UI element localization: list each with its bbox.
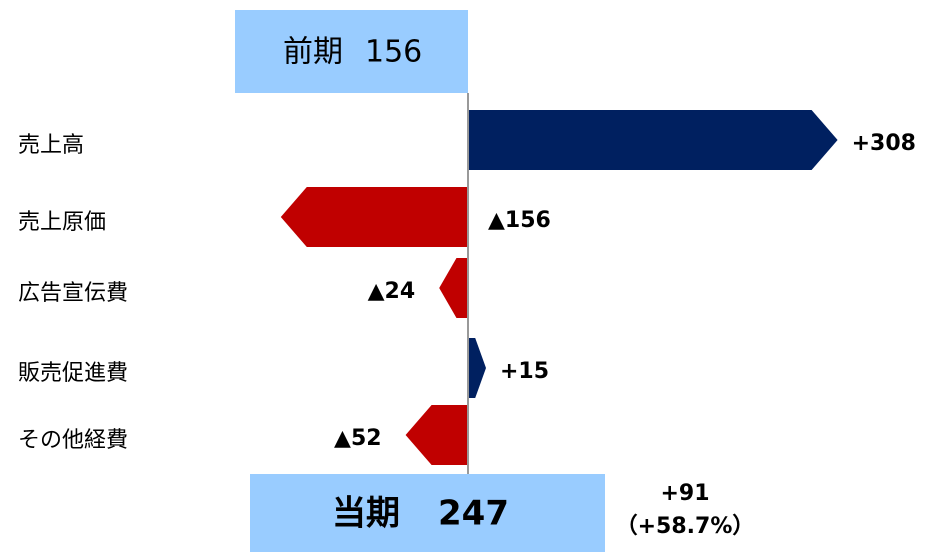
bar — [280, 187, 468, 247]
value-label: ▲156 — [488, 208, 551, 233]
category-label: その他経費 — [18, 428, 128, 453]
category-label: 広告宣伝費 — [18, 281, 128, 306]
category-label: 売上高 — [18, 133, 84, 158]
bar — [439, 258, 468, 318]
category-label: 売上原価 — [18, 210, 106, 235]
bar — [468, 110, 838, 170]
bar — [405, 405, 468, 465]
value-label: +308 — [852, 131, 916, 156]
start-box — [235, 10, 468, 93]
start-value: 156 — [365, 35, 422, 70]
bar — [468, 338, 486, 398]
category-label: 販売促進費 — [18, 361, 128, 386]
change-label: +91 — [660, 481, 709, 506]
end-value: 247 — [438, 494, 509, 534]
end-box — [250, 474, 605, 552]
change-pct-label: （+58.7%） — [616, 514, 755, 539]
start-label: 前期 — [283, 35, 343, 70]
value-label: +15 — [500, 359, 549, 384]
end-label: 当期 — [332, 494, 400, 534]
value-label: ▲52 — [334, 426, 382, 451]
value-label: ▲24 — [368, 279, 416, 304]
